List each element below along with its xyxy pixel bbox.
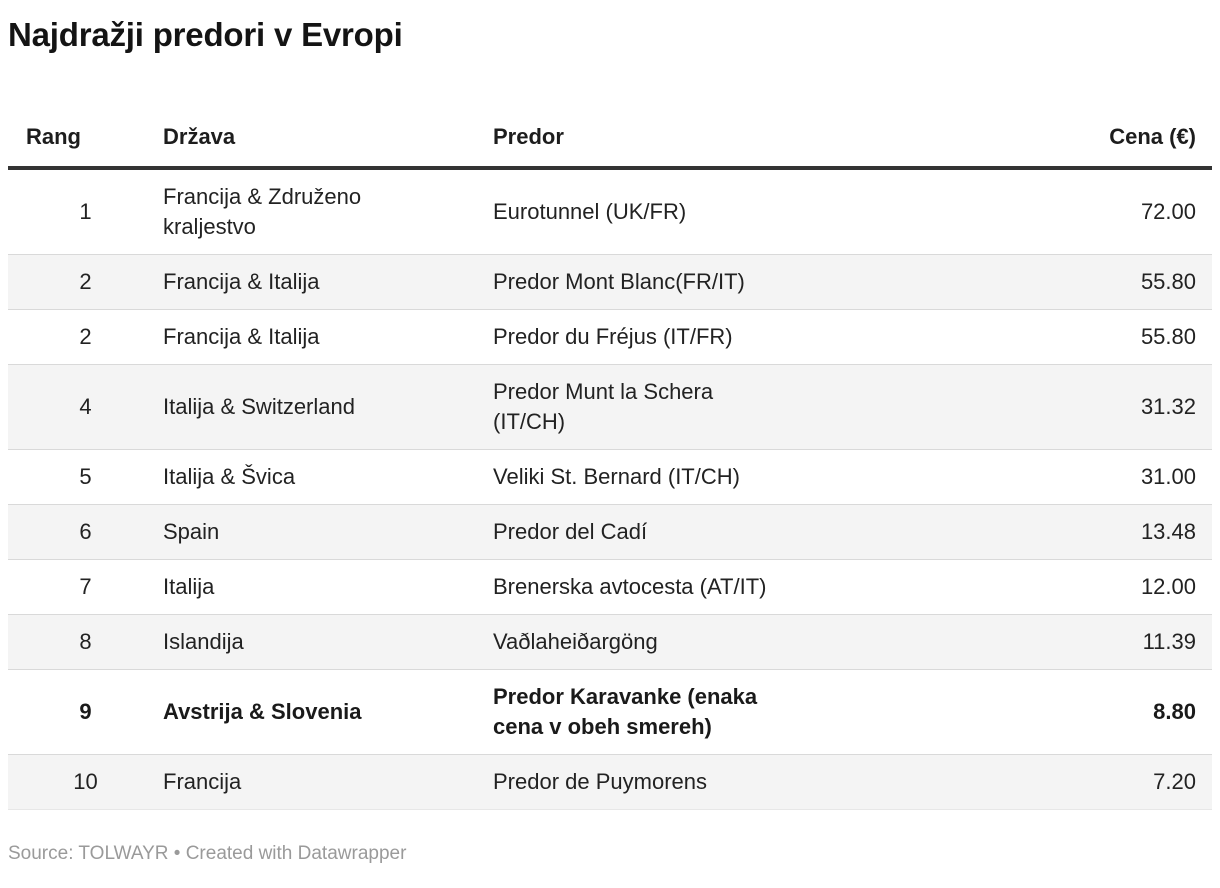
cell-cena: 11.39: [1142, 629, 1196, 654]
cell-cena: 55.80: [1140, 269, 1196, 294]
table-row: 5 Italija & Švica Veliki St. Bernard (IT…: [8, 449, 1212, 505]
cell-drzava: Francija: [163, 769, 242, 794]
table-row: 10 Francija Predor de Puymorens 7.20: [8, 754, 1212, 810]
cell-cena: 13.48: [1140, 519, 1196, 544]
page-title: Najdražji predori v Evropi: [8, 16, 403, 53]
cell-rang: 1: [79, 199, 92, 224]
cell-drzava: Francija & Italija: [163, 269, 320, 294]
cell-drzava: Francija & Združeno kraljestvo: [163, 184, 362, 239]
cell-predor: Predor Munt la Schera (IT/CH): [493, 379, 714, 434]
cell-drzava: Avstrija & Slovenia: [163, 699, 362, 724]
cell-drzava: Francija & Italija: [163, 324, 320, 349]
cell-drzava: Spain: [163, 519, 220, 544]
cell-cena: 72.00: [1140, 199, 1196, 224]
cell-rang: 4: [79, 394, 92, 419]
cell-cena: 7.20: [1153, 769, 1196, 794]
column-header-drzava: Država: [163, 124, 493, 170]
column-header-cena: Cena (€): [815, 124, 1212, 170]
table-row: 7 Italija Brenerska avtocesta (AT/IT) 12…: [8, 559, 1212, 615]
table-row: 2 Francija & Italija Predor Mont Blanc(F…: [8, 254, 1212, 310]
cell-cena: 31.00: [1140, 464, 1196, 489]
cell-cena: 55.80: [1140, 324, 1196, 349]
table-row: 8 Islandija Vaðlaheiðargöng 11.39: [8, 614, 1212, 670]
cell-rang: 2: [79, 324, 92, 349]
cell-rang: 6: [79, 519, 92, 544]
cell-drzava: Italija & Švica: [163, 464, 296, 489]
cell-cena: 8.80: [1153, 699, 1196, 724]
cell-predor: Predor Karavanke (enaka cena v obeh smer…: [493, 684, 758, 739]
cell-drzava: Italija & Switzerland: [163, 394, 355, 419]
cell-rang: 2: [79, 269, 92, 294]
cell-predor: Eurotunnel (UK/FR): [493, 199, 687, 224]
cell-cena: 12.00: [1140, 574, 1196, 599]
cell-predor: Vaðlaheiðargöng: [493, 629, 658, 654]
header-row: Rang Država Predor Cena (€): [8, 124, 1212, 170]
table-header: Rang Država Predor Cena (€): [8, 124, 1212, 170]
cell-predor: Predor del Cadí: [493, 519, 648, 544]
table-row: 6 Spain Predor del Cadí 13.48: [8, 504, 1212, 560]
table-body: 1 Francija & Združeno kraljestvo Eurotun…: [8, 168, 1212, 810]
cell-rang: 7: [79, 574, 92, 599]
cell-rang: 10: [73, 769, 98, 794]
cell-predor: Brenerska avtocesta (AT/IT): [493, 574, 767, 599]
column-header-predor: Predor: [493, 124, 815, 170]
tunnels-table: Rang Država Predor Cena (€) 1 Francija &…: [8, 124, 1212, 810]
column-header-rang: Rang: [8, 124, 163, 170]
cell-rang: 9: [79, 699, 92, 724]
source-attribution: Source: TOLWAYR • Created with Datawrapp…: [8, 843, 407, 864]
cell-rang: 5: [79, 464, 92, 489]
table-row: 1 Francija & Združeno kraljestvo Eurotun…: [8, 168, 1212, 255]
table-row: 4 Italija & Switzerland Predor Munt la S…: [8, 364, 1212, 450]
cell-cena: 31.32: [1140, 394, 1196, 419]
cell-predor: Veliki St. Bernard (IT/CH): [493, 464, 740, 489]
cell-drzava: Islandija: [163, 629, 244, 654]
table-row: 2 Francija & Italija Predor du Fréjus (I…: [8, 309, 1212, 365]
table-row-emphasized: 9 Avstrija & Slovenia Predor Karavanke (…: [8, 669, 1212, 755]
cell-predor: Predor de Puymorens: [493, 769, 707, 794]
cell-predor: Predor Mont Blanc(FR/IT): [493, 269, 745, 294]
cell-rang: 8: [79, 629, 92, 654]
cell-predor: Predor du Fréjus (IT/FR): [493, 324, 733, 349]
cell-drzava: Italija: [163, 574, 215, 599]
